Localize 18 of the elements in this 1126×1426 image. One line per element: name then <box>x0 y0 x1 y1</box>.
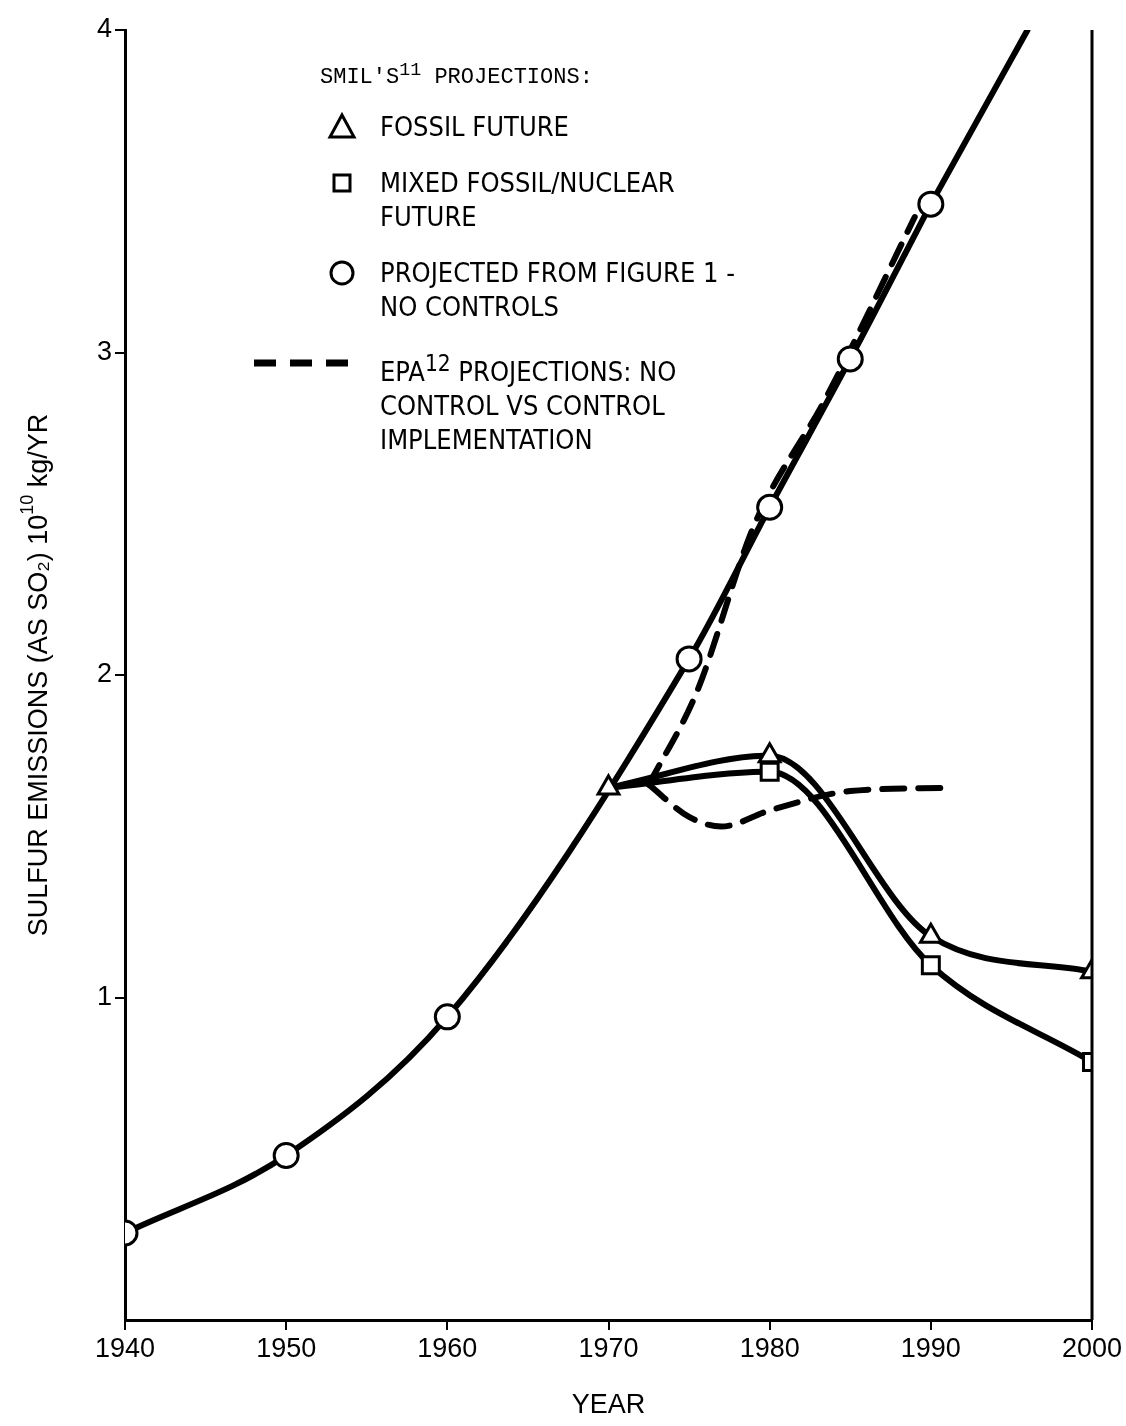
y-tick-label: 2 <box>96 658 112 689</box>
x-tick-label: 1960 <box>417 1332 478 1363</box>
x-axis-title: YEAR <box>571 1389 646 1420</box>
legend-label: PROJECTED FROM FIGURE 1 - NO CONTROLS <box>380 256 736 325</box>
legend-label: MIXED FOSSIL/NUCLEAR FUTURE <box>380 166 676 235</box>
x-tick-label: 1970 <box>578 1332 639 1363</box>
x-tick-label: 1940 <box>94 1332 156 1363</box>
y-tick-label: 3 <box>96 335 112 366</box>
legend-title: SMIL'S$^{11}$ PROJECTIONS: <box>320 60 594 91</box>
legend-label: FOSSIL FUTURE <box>380 110 569 145</box>
legend-label: EPA$^{12}$ PROJECTIONS: NO CONTROL VS CONTROL IMPLEMENTATION <box>380 349 678 458</box>
y-tick-label: 1 <box>96 980 112 1011</box>
y-tick-label: 4 <box>96 13 112 44</box>
x-tick-label: 1950 <box>256 1332 317 1363</box>
y-axis-title: SULFUR EMISSIONS (AS SO₂) 1010 kg/YR <box>16 413 54 937</box>
x-tick-label: 1980 <box>739 1332 800 1363</box>
x-tick-label: 2000 <box>1061 1332 1123 1363</box>
x-tick-label: 1990 <box>900 1332 961 1363</box>
